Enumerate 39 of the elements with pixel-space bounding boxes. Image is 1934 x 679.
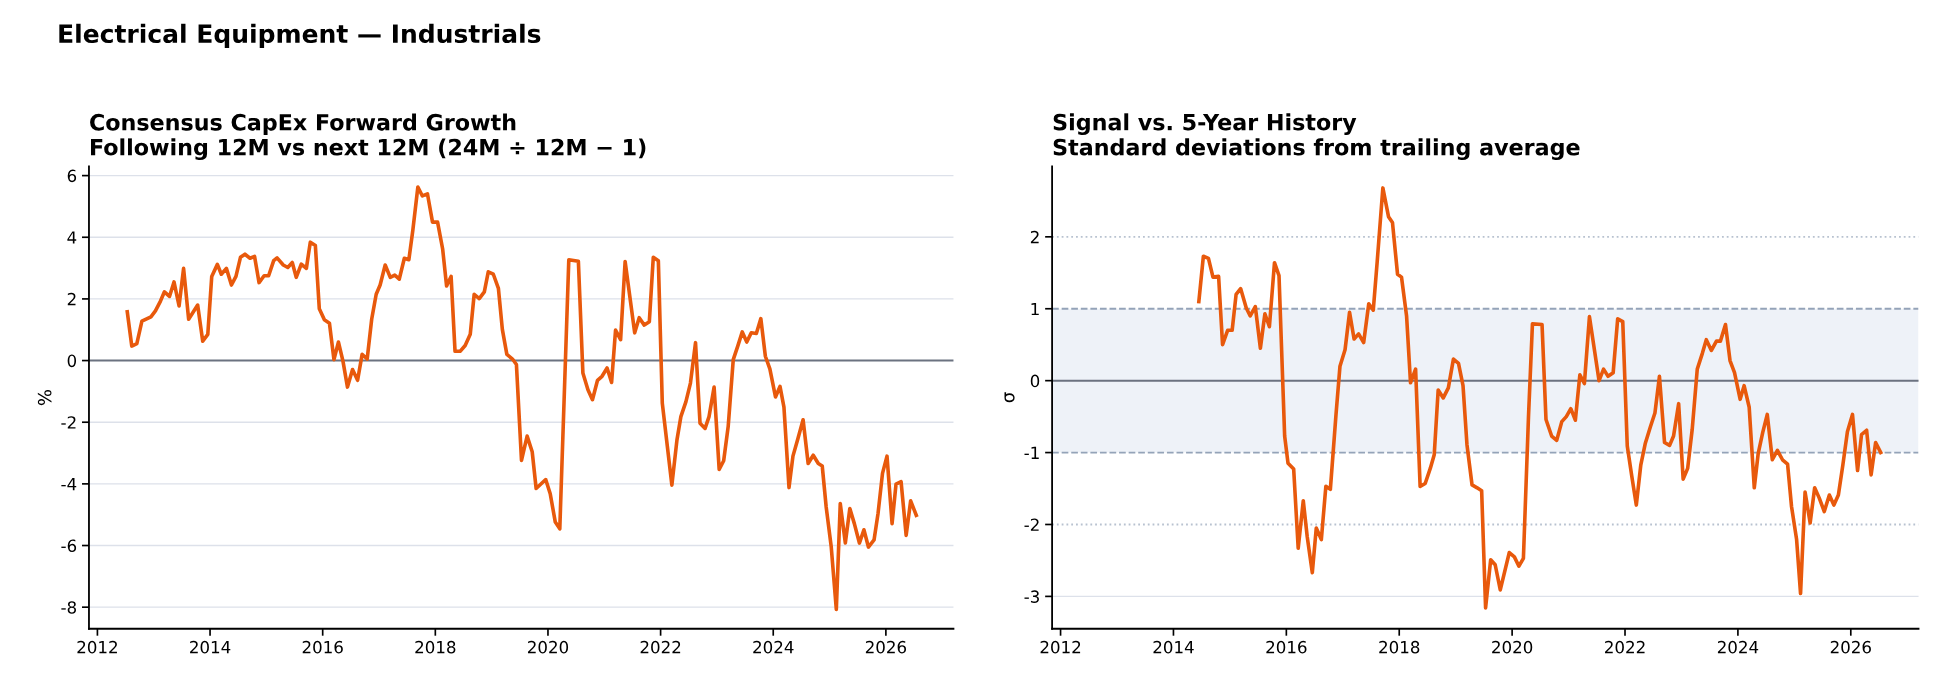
y-tick-label: -2 [61, 416, 76, 429]
y-axis-title: σ [1004, 392, 1015, 403]
y-tick-label: 6 [67, 169, 77, 183]
x-tick-label: 2012 [77, 640, 117, 654]
y-tick-label: 2 [1030, 230, 1039, 244]
y-tick-label: -4 [61, 478, 77, 491]
y-tick-label: 2 [67, 292, 76, 306]
y-tick-label: -3 [1024, 590, 1039, 603]
x-tick-label: 2020 [527, 640, 569, 654]
y-tick-label: -6 [61, 539, 77, 553]
chart-subtitle: Standard deviations from trailing average [1053, 138, 1580, 161]
y-tick-label: 0 [67, 354, 77, 368]
x-tick-label: 2026 [1830, 640, 1871, 654]
x-tick-label: 2022 [640, 640, 681, 654]
x-tick-label: 2022 [1605, 640, 1645, 654]
x-tick-label: 2024 [1717, 640, 1759, 654]
chart-subtitle: Following 12M vs next 12M (24M ÷ 12M − 1) [91, 138, 646, 161]
x-tick-label: 2026 [865, 640, 907, 654]
y-tick-label: 0 [1030, 374, 1040, 388]
x-tick-label: 2014 [190, 640, 231, 654]
y-tick-label: -8 [61, 601, 77, 614]
chart-title: Consensus CapEx Forward Growth [90, 113, 516, 135]
line-series [1197, 186, 1883, 610]
y-tick-label: 4 [67, 231, 77, 244]
y-tick-label: 1 [1031, 302, 1039, 316]
text: Electrical Equipment — Industrials [59, 23, 541, 48]
x-tick-label: 2014 [1153, 640, 1194, 654]
x-tick-label: 2016 [1266, 640, 1307, 654]
x-tick-label: 2024 [753, 640, 794, 654]
x-tick-label: 2020 [1492, 640, 1533, 654]
chart-title: Signal vs. 5-Year History [1053, 113, 1357, 135]
y-tick-label: -1 [1024, 446, 1039, 459]
x-tick-label: 2018 [415, 640, 456, 654]
x-tick-label: 2012 [1040, 640, 1081, 654]
y-tick-label: -2 [1024, 518, 1039, 531]
x-tick-label: 2016 [302, 640, 343, 654]
x-tick-label: 2018 [1379, 640, 1420, 654]
y-axis-title: % [37, 389, 52, 406]
line-series [125, 185, 919, 612]
